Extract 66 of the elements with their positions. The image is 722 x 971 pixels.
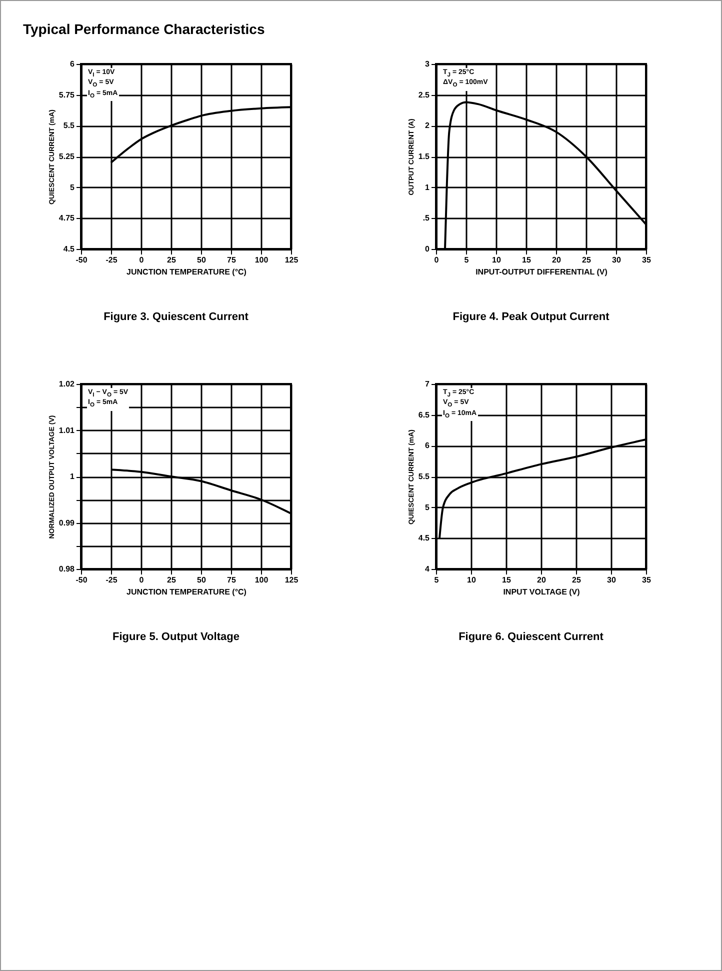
caption: Figure 5. Output Voltage [112, 631, 240, 643]
caption: Figure 4. Peak Output Current [452, 311, 610, 323]
y-tick-label: 4 [425, 564, 430, 574]
x-tick-label: 10 [492, 256, 502, 264]
x-tick-label: 30 [612, 256, 622, 264]
x-axis-title: INPUT VOLTAGE (V) [503, 588, 580, 596]
x-axis-title: JUNCTION TEMPERATURE (°C) [126, 588, 247, 596]
x-tick-label: 25 [572, 576, 582, 584]
x-tick-label: 25 [582, 256, 592, 264]
x-tick-label: 25 [167, 256, 176, 264]
x-tick-label: 5 [434, 576, 440, 584]
x-tick-label: 30 [607, 576, 616, 584]
x-tick-label: -25 [106, 256, 118, 264]
y-tick-label: .5 [422, 214, 430, 223]
caption: Figure 3. Quiescent Current [102, 311, 250, 323]
y-tick-label: 5 [425, 502, 430, 512]
x-axis-title: INPUT-OUTPUT DIFFERENTIAL (V) [476, 268, 608, 276]
y-tick-label: 5 [70, 182, 76, 192]
x-tick-label: 125 [284, 576, 299, 584]
y-tick-label: 5.25 [58, 152, 76, 161]
x-tick-label: 0 [434, 256, 440, 264]
y-tick-label: 1 [425, 182, 430, 192]
x-tick-label: 20 [537, 576, 546, 584]
chart-title: Typical Performance Characteristics [23, 21, 265, 37]
y-tick-label: 3 [425, 60, 430, 68]
x-tick-label: 75 [227, 256, 236, 264]
x-tick-label: -50 [76, 576, 88, 584]
x-tick-label: 0 [139, 576, 144, 584]
x-tick-label: 25 [167, 576, 176, 584]
x-tick-label: 125 [284, 256, 299, 264]
x-tick-label: 5 [464, 256, 470, 264]
y-tick-label: 2.5 [418, 90, 430, 100]
x-tick-label: -25 [106, 576, 118, 584]
x-tick-label: 20 [552, 256, 562, 264]
x-tick-label: -50 [76, 256, 88, 264]
x-tick-label: 0 [139, 256, 144, 264]
y-tick-label: 4.75 [58, 214, 76, 223]
x-tick-label: 35 [642, 256, 652, 264]
y-tick-label: 6 [425, 441, 430, 450]
y-tick-label: 1.5 [418, 152, 430, 161]
y-tick-label: 1.02 [58, 380, 76, 388]
y-tick-label: 5.75 [58, 90, 76, 100]
y-tick-label: 0 [425, 244, 430, 254]
x-tick-label: 15 [502, 576, 512, 584]
y-tick-label: 5.5 [418, 472, 430, 481]
x-tick-label: 35 [642, 576, 652, 584]
x-tick-label: 15 [522, 256, 532, 264]
x-tick-label: 100 [254, 256, 269, 264]
y-tick-label: 2 [425, 121, 430, 130]
y-tick-label: 6.5 [418, 410, 430, 420]
y-tick-label: 7 [425, 380, 430, 388]
y-tick-label: 1 [70, 472, 76, 481]
y-tick-label: 0.98 [58, 564, 76, 574]
x-tick-label: 75 [227, 576, 236, 584]
y-tick-label: 4.5 [63, 244, 76, 254]
y-tick-label: 4.5 [418, 534, 430, 543]
y-tick-label: 0.99 [58, 518, 76, 528]
x-tick-label: 50 [197, 576, 206, 584]
x-tick-label: 10 [467, 576, 476, 584]
x-axis-title: JUNCTION TEMPERATURE (°C) [126, 268, 247, 276]
x-tick-label: 100 [254, 576, 269, 584]
caption: Figure 6. Quiescent Current [458, 631, 604, 643]
y-tick-label: 1.01 [58, 426, 76, 435]
y-tick-label: 5.5 [63, 121, 76, 130]
y-tick-label: 6 [70, 60, 76, 68]
x-tick-label: 50 [197, 256, 206, 264]
